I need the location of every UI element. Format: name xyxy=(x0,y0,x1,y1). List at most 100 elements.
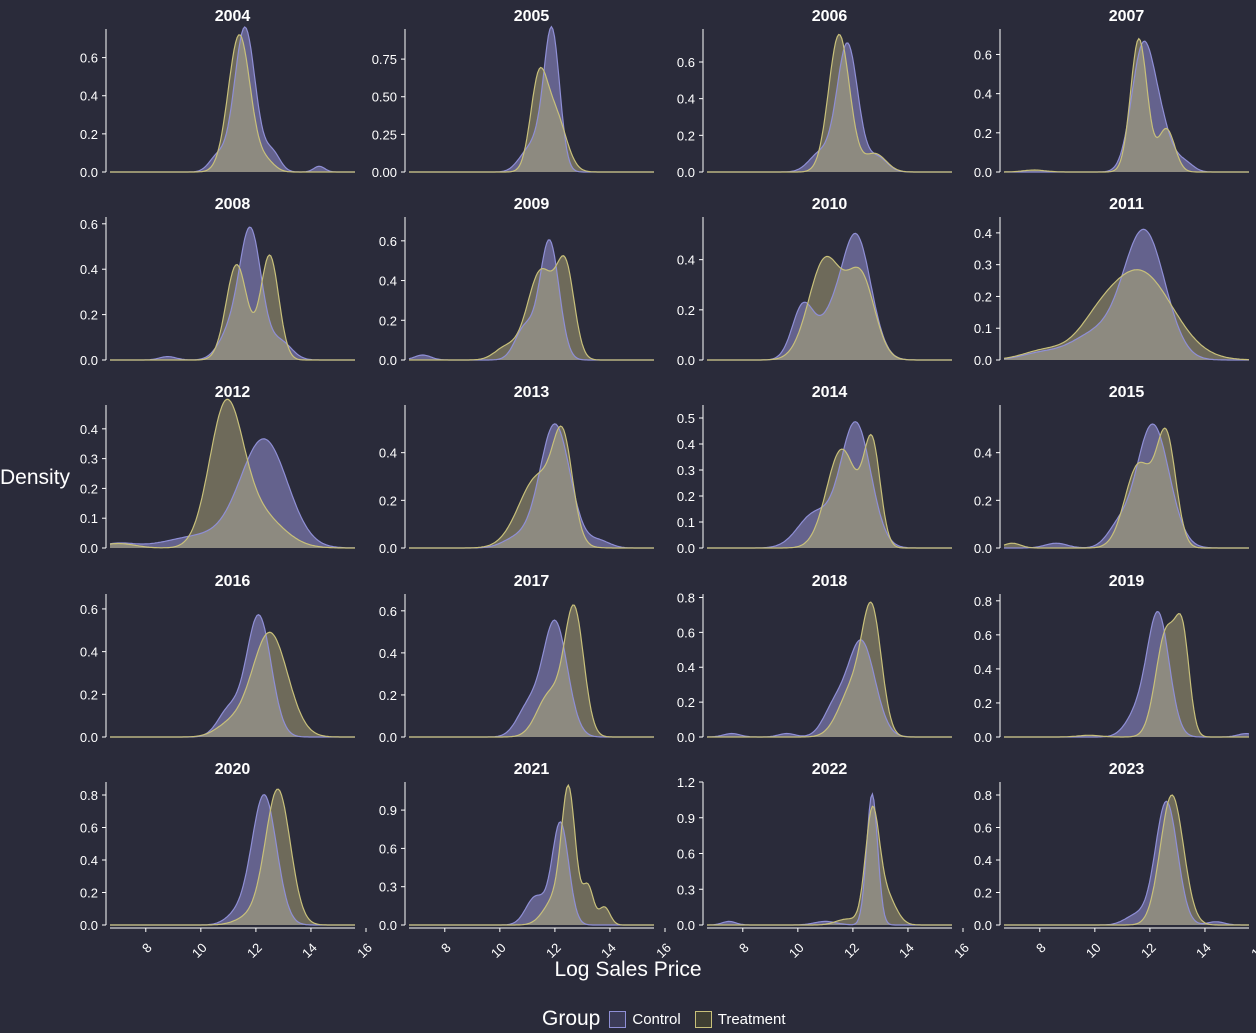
y-tick-label: 0.6 xyxy=(677,625,695,640)
x-tick-label: 8 xyxy=(1033,940,1049,956)
y-tick-label: 0.0 xyxy=(974,353,992,368)
y-tick-label: 0.4 xyxy=(677,92,695,107)
facet-2015: 2015 0.0 0.2 0.4 xyxy=(974,384,1249,556)
y-tick-label: 0.2 xyxy=(80,886,98,901)
facet-title: 2008 xyxy=(215,196,251,213)
y-tick-label: 0.0 xyxy=(974,730,992,745)
y-tick-label: 0.4 xyxy=(80,262,98,277)
y-tick-label: 0.0 xyxy=(80,918,98,933)
y-tick-label: 0.2 xyxy=(974,493,992,508)
y-tick-label: 0.2 xyxy=(974,696,992,711)
y-tick-label: 0.2 xyxy=(80,127,98,142)
treatment-density-line xyxy=(409,783,654,926)
y-tick-label: 0.4 xyxy=(379,274,397,289)
facet-title: 2021 xyxy=(514,761,550,778)
control-density-line xyxy=(707,792,952,926)
treatment-density-line xyxy=(1003,37,1249,173)
treatment-density-area xyxy=(1004,795,1249,925)
treatment-density-area xyxy=(409,255,654,360)
treatment-density-area xyxy=(409,426,654,548)
y-tick-label: 0.2 xyxy=(379,688,397,703)
control-density-area xyxy=(110,438,355,548)
y-tick-label: 0.6 xyxy=(677,847,695,862)
facet-title: 2010 xyxy=(812,196,848,213)
legend-label-treatment: Treatment xyxy=(717,1010,786,1028)
x-tick-label: 8 xyxy=(736,940,752,956)
y-tick-label: 0.2 xyxy=(80,308,98,323)
overlap-area xyxy=(110,37,355,172)
y-tick-label: 0.4 xyxy=(974,853,992,868)
y-tick-label: 0.0 xyxy=(80,730,98,745)
facet-title: 2011 xyxy=(1109,196,1144,213)
y-tick-label: 0.8 xyxy=(974,788,992,803)
facet-2012: 2012 0.0 0.1 0.2 0.3 0.4 xyxy=(80,384,355,556)
x-tick-label: 16 xyxy=(1248,940,1256,961)
y-tick-label: 0.4 xyxy=(974,446,992,461)
treatment-density-area xyxy=(110,399,355,548)
y-tick-label: 0.1 xyxy=(974,321,992,336)
facet-2013: 2013 0.0 0.2 0.4 xyxy=(379,384,654,556)
facet-title: 2017 xyxy=(514,573,550,590)
treatment-density-area xyxy=(409,67,654,172)
overlap-area xyxy=(110,269,355,360)
x-axis-label: Log Sales Price xyxy=(554,958,702,981)
y-tick-label: 0.5 xyxy=(677,411,695,426)
y-axis-label: Density xyxy=(0,466,71,489)
y-tick-label: 0.4 xyxy=(677,660,695,675)
y-tick-label: 0.0 xyxy=(379,730,397,745)
facet-2005: 2005 0.00 0.25 0.50 0.75 xyxy=(372,8,654,180)
overlap-area xyxy=(707,267,952,360)
control-density-line xyxy=(109,438,355,549)
control-density-area xyxy=(110,614,355,737)
y-tick-label: 0.4 xyxy=(379,446,397,461)
y-tick-label: 0.0 xyxy=(80,165,98,180)
y-tick-label: 0.2 xyxy=(80,687,98,702)
facet-title: 2019 xyxy=(1109,573,1145,590)
facet-title: 2014 xyxy=(812,384,848,401)
y-tick-label: 0.3 xyxy=(379,880,397,895)
overlap-area xyxy=(110,461,355,548)
y-tick-label: 0.9 xyxy=(677,811,695,826)
y-tick-label: 0.3 xyxy=(677,882,695,897)
y-tick-label: 0.3 xyxy=(80,452,98,467)
control-density-line xyxy=(1004,800,1249,926)
facet-2010: 2010 0.0 0.2 0.4 xyxy=(677,196,952,368)
y-tick-label: 0.6 xyxy=(80,602,98,617)
facet-2018: 2018 0.0 0.2 0.4 0.6 0.8 xyxy=(677,573,952,745)
y-tick-label: 0.50 xyxy=(372,90,397,105)
legend-label-control: Control xyxy=(632,1010,681,1028)
treatment-density-line xyxy=(707,601,952,738)
y-tick-label: 0.1 xyxy=(677,515,695,530)
y-tick-label: 0.2 xyxy=(677,303,695,318)
y-tick-label: 0.2 xyxy=(379,313,397,328)
y-tick-label: 1.2 xyxy=(677,775,695,790)
treatment-density-line xyxy=(1003,269,1250,361)
treatment-density-area xyxy=(110,789,355,925)
y-tick-label: 0.0 xyxy=(80,353,98,368)
control-density-area xyxy=(1004,801,1249,925)
control-density-line xyxy=(110,794,355,926)
control-density-area xyxy=(110,794,355,925)
facet-title: 2007 xyxy=(1109,8,1145,25)
facet-title: 2012 xyxy=(215,384,251,401)
treatment-density-line xyxy=(409,255,654,361)
control-density-line xyxy=(1003,228,1249,361)
facet-title: 2009 xyxy=(514,196,550,213)
overlap-area xyxy=(1004,269,1249,360)
treatment-density-line xyxy=(110,254,355,361)
y-tick-label: 0.75 xyxy=(372,52,397,67)
y-tick-label: 0.8 xyxy=(80,788,98,803)
treatment-density-line xyxy=(1003,427,1249,549)
y-tick-label: 0.2 xyxy=(80,481,98,496)
y-tick-label: 0.3 xyxy=(974,258,992,273)
overlap-area xyxy=(1004,436,1249,548)
y-tick-label: 0.8 xyxy=(677,590,695,605)
treatment-density-line xyxy=(110,631,355,738)
y-tick-label: 0.0 xyxy=(974,918,992,933)
treatment-density-line xyxy=(409,604,654,738)
y-tick-label: 0.2 xyxy=(974,289,992,304)
